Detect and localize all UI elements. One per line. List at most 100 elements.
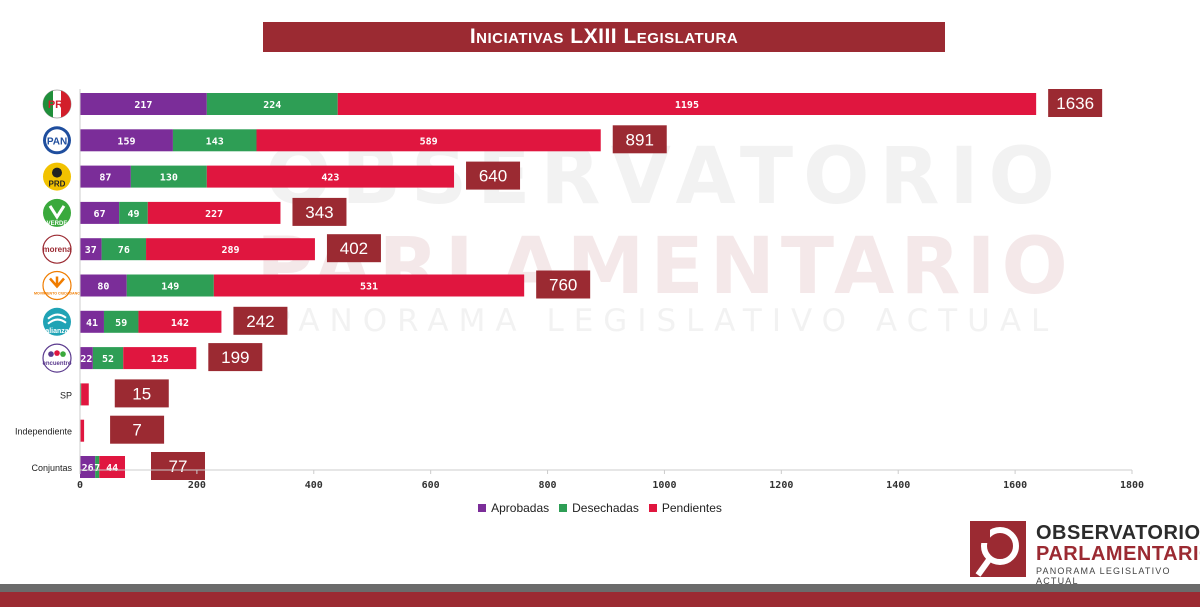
encuentro-social-logo-icon: encuentro bbox=[42, 343, 72, 373]
total-box-8 bbox=[114, 379, 169, 408]
logo-text: VERDE bbox=[47, 221, 68, 227]
bar-value-label: 26 bbox=[82, 463, 94, 474]
bar-value-label: 22 bbox=[80, 354, 92, 365]
observatorio-logo: OBSERVATORIO PARLAMENTARIO PANORAMA LEGI… bbox=[970, 518, 1200, 586]
bar-pendientes-1 bbox=[256, 129, 601, 152]
total-value: 199 bbox=[221, 348, 249, 367]
total-box-10 bbox=[151, 452, 206, 480]
x-tick-label: 1600 bbox=[1003, 480, 1027, 491]
bar-aprobadas-3 bbox=[80, 201, 120, 224]
x-tick-label: 1200 bbox=[769, 480, 793, 491]
legend-item-aprobadas: Aprobadas bbox=[478, 501, 549, 515]
bar-value-label: 59 bbox=[115, 318, 127, 329]
bar-value-label: 41 bbox=[86, 318, 98, 329]
bar-value-label: 531 bbox=[360, 282, 378, 293]
x-tick-label: 800 bbox=[539, 480, 557, 491]
prd-logo-icon: PRD bbox=[43, 162, 71, 191]
total-value: 760 bbox=[549, 276, 577, 295]
bar-value-label: 125 bbox=[151, 354, 169, 365]
total-value: 343 bbox=[305, 203, 333, 222]
bar-value-label: 44 bbox=[106, 463, 118, 474]
bar-value-label: 76 bbox=[118, 245, 130, 256]
footer-stripe-red bbox=[0, 592, 1200, 607]
chart-title: Iniciativas LXIII Legislatura bbox=[263, 22, 945, 52]
legend-swatch bbox=[559, 504, 568, 512]
total-value: 7 bbox=[132, 421, 141, 440]
x-tick-label: 200 bbox=[188, 480, 206, 491]
total-value: 77 bbox=[169, 457, 188, 476]
total-value: 1636 bbox=[1056, 94, 1094, 113]
bar-value-label: 37 bbox=[85, 245, 97, 256]
category-label: Independiente bbox=[15, 427, 72, 437]
bar-value-label: 143 bbox=[206, 136, 224, 147]
total-value: 640 bbox=[479, 167, 507, 186]
logo-text: PAN bbox=[47, 136, 67, 147]
logo-tagline: PANORAMA LEGISLATIVO ACTUAL bbox=[1036, 566, 1171, 586]
bar-value-label: 289 bbox=[221, 245, 239, 256]
legend-item-desechadas: Desechadas bbox=[559, 501, 639, 515]
bar-desechadas-5 bbox=[126, 274, 214, 297]
pri-logo-icon: PRI bbox=[42, 89, 72, 119]
x-tick-label: 400 bbox=[305, 480, 323, 491]
x-tick-label: 1400 bbox=[886, 480, 910, 491]
x-tick-label: 0 bbox=[77, 480, 83, 491]
watermark-line-3: PANORAMA LEGISLATIVO ACTUAL bbox=[271, 303, 1059, 339]
x-tick-label: 600 bbox=[422, 480, 440, 491]
x-tick-label: 1800 bbox=[1120, 480, 1144, 491]
pvem-logo-icon: VERDE bbox=[43, 198, 71, 227]
legend-label: Pendientes bbox=[661, 501, 722, 515]
logo-text: MOVIMIENTO CIUDADANO bbox=[34, 292, 80, 296]
bar-value-label: 149 bbox=[161, 282, 179, 293]
chart-legend: Aprobadas Desechadas Pendientes bbox=[0, 501, 1200, 515]
observatorio-logo-mark-icon bbox=[970, 521, 1026, 577]
bar-pendientes-8 bbox=[81, 383, 89, 406]
bar-pendientes-6 bbox=[138, 310, 222, 333]
total-box-6 bbox=[233, 306, 288, 335]
total-box-3 bbox=[292, 197, 347, 226]
bar-value-label: 52 bbox=[102, 354, 114, 365]
bar-pendientes-4 bbox=[146, 238, 315, 261]
logo-text: PRD bbox=[49, 180, 66, 189]
bar-desechadas-1 bbox=[172, 129, 257, 152]
total-value: 242 bbox=[246, 312, 274, 331]
total-box-5 bbox=[536, 270, 591, 299]
bar-value-label: 589 bbox=[420, 136, 438, 147]
bar-desechadas-7 bbox=[92, 347, 124, 370]
logo-text: morena bbox=[43, 245, 72, 254]
bar-aprobadas-7 bbox=[80, 347, 93, 370]
bar-aprobadas-1 bbox=[80, 129, 173, 152]
bar-value-label: 423 bbox=[321, 173, 339, 184]
legend-swatch bbox=[478, 504, 487, 512]
morena-logo-icon: morena bbox=[42, 234, 72, 264]
total-box-9 bbox=[110, 415, 165, 444]
total-box-1 bbox=[612, 125, 667, 154]
bar-aprobadas-2 bbox=[80, 165, 131, 188]
bar-value-label: 142 bbox=[171, 318, 189, 329]
bar-desechadas-4 bbox=[101, 238, 147, 261]
bar-pendientes-2 bbox=[206, 165, 455, 188]
bar-value-label: 67 bbox=[94, 209, 106, 220]
bar-pendientes-10 bbox=[99, 456, 126, 478]
legend-label: Desechadas bbox=[572, 501, 639, 515]
bar-pendientes-9 bbox=[80, 419, 85, 442]
bar-value-label: 7 bbox=[94, 463, 100, 474]
footer-stripe-grey bbox=[0, 584, 1200, 592]
bar-value-label: 130 bbox=[160, 173, 178, 184]
bar-desechadas-0 bbox=[206, 93, 338, 115]
watermark-line-2: PARLAMENTARIO bbox=[256, 222, 1074, 312]
bar-aprobadas-0 bbox=[80, 93, 207, 115]
bar-value-label: 49 bbox=[127, 209, 139, 220]
bar-value-label: 1195 bbox=[675, 100, 699, 111]
total-box-0 bbox=[1048, 89, 1103, 117]
total-box-2 bbox=[466, 161, 521, 190]
x-tick-label: 1000 bbox=[652, 480, 676, 491]
bar-pendientes-7 bbox=[123, 347, 197, 370]
bar-value-label: 224 bbox=[263, 100, 281, 111]
nueva-alianza-logo-icon: alianza bbox=[43, 307, 71, 336]
logo-text: alianza bbox=[45, 328, 68, 335]
total-value: 402 bbox=[340, 239, 368, 258]
bar-aprobadas-10 bbox=[80, 456, 96, 478]
bar-desechadas-8 bbox=[80, 383, 82, 406]
category-label: Conjuntas bbox=[31, 463, 72, 473]
